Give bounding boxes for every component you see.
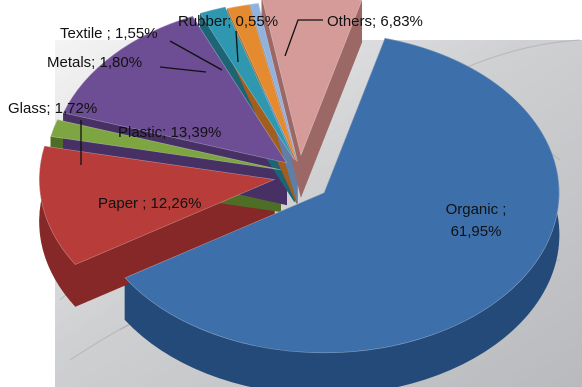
- label-metals: Metals; 1,80%: [47, 54, 142, 71]
- label-organic-value: 61,95%: [451, 223, 502, 240]
- slice-glass: [50, 119, 281, 171]
- slice-metals: [199, 6, 295, 161]
- leader-lines: [80, 19, 323, 165]
- label-plastic: Plastic; 13,39%: [118, 124, 221, 141]
- label-rubber: Rubber; 0,55%: [178, 13, 278, 30]
- label-organic-name: Organic ;: [446, 201, 507, 218]
- leader-others: [284, 19, 323, 57]
- label-textile: Textile ; 1,55%: [60, 25, 158, 42]
- pie-tops: [39, 0, 560, 354]
- label-glass: Glass; 1,72%: [8, 100, 97, 117]
- slice-paper: [39, 145, 276, 265]
- slice-textile: [226, 4, 297, 162]
- slice-others: [262, 0, 363, 157]
- slice-plastic: [63, 15, 288, 164]
- label-paper: Paper ; 12,26%: [98, 195, 201, 212]
- slice-rubber: [249, 3, 298, 162]
- slice-organic: [124, 37, 560, 354]
- label-others: Others; 6,83%: [327, 13, 423, 30]
- leader-rubber: [235, 30, 239, 63]
- leader-textile: [169, 40, 223, 71]
- leader-metals: [159, 66, 207, 73]
